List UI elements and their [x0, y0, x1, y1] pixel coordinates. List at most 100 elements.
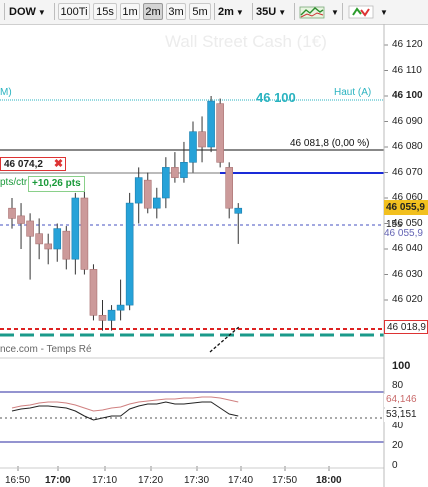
candle-body [44, 243, 53, 250]
candle-body [80, 197, 89, 270]
indicator-tick-label: 100 [392, 360, 411, 372]
chart-style-dropdown[interactable]: ▼ [328, 3, 339, 20]
candle-body [71, 197, 80, 260]
candle[interactable] [62, 226, 71, 270]
candle-body [98, 314, 107, 321]
symbol-dropdown[interactable]: DOW ▼ [8, 3, 48, 20]
candle[interactable] [44, 233, 53, 265]
chevron-down-icon: ▼ [235, 8, 244, 17]
candle[interactable] [53, 223, 62, 262]
candle[interactable] [134, 167, 143, 224]
indicator-button[interactable] [346, 3, 376, 20]
chart-style-button[interactable] [297, 3, 327, 20]
projection-line[interactable] [209, 325, 241, 353]
candle-body [53, 228, 62, 250]
symbol-label: DOW [9, 6, 36, 18]
candle[interactable] [225, 162, 233, 219]
candle-body [116, 304, 125, 311]
time-tick-label: 17:20 [138, 475, 164, 486]
indicator-dropdown[interactable]: ▼ [377, 3, 388, 20]
candle[interactable] [207, 96, 215, 153]
toolbar-grip [4, 3, 5, 20]
indicator-value-b: 53,151 [384, 409, 428, 422]
ticks-button[interactable]: 100Ti [58, 3, 90, 20]
candle-body [225, 167, 233, 209]
pts-per-contract: pts/ctr [0, 177, 28, 188]
candle-body [62, 230, 71, 260]
chevron-down-icon: ▼ [278, 8, 287, 17]
candle[interactable] [143, 172, 152, 214]
profit-points-badge: +10,26 pts [28, 176, 85, 192]
period-1m-button[interactable]: 1m [120, 3, 140, 20]
price-tick-label: 46 120 [392, 39, 423, 50]
candle-body [89, 269, 98, 316]
time-tick-label: 17:40 [228, 475, 254, 486]
candle[interactable] [17, 203, 25, 249]
data-source-label: nce.com - Temps Ré [0, 344, 94, 355]
candle[interactable] [116, 279, 125, 321]
candle-body [207, 100, 215, 148]
candle[interactable] [35, 218, 43, 260]
timeframe-dropdown[interactable]: 2m ▼ [217, 3, 251, 20]
current-price-sub: 46 055,9 [384, 228, 423, 239]
candle[interactable] [162, 157, 170, 209]
close-order-icon[interactable]: ✖ [53, 158, 64, 170]
period-3m-button[interactable]: 3m [166, 3, 186, 20]
candle[interactable] [153, 187, 161, 219]
toolbar-separator [214, 3, 215, 20]
period-2m-button[interactable]: 2m [143, 3, 163, 20]
price-tick-label: 46 080 [392, 141, 423, 152]
candles [8, 96, 243, 331]
indicator-line-a [11, 396, 239, 412]
candle-body [143, 179, 152, 209]
candle[interactable] [234, 203, 243, 244]
candle-countdown: 15s [386, 219, 403, 230]
indicator-tick-label: 20 [392, 440, 404, 451]
candle[interactable] [107, 305, 116, 331]
order-price-box[interactable]: 46 074,2 [0, 157, 66, 171]
time-tick-label: 18:00 [316, 475, 342, 486]
candle[interactable] [189, 121, 197, 173]
indicator-tick-label: 0 [392, 460, 398, 471]
price-tick-label: 46 070 [392, 166, 423, 178]
reference-line-label: 46 081,8 (0,00 %) [290, 138, 370, 149]
period-15s-button[interactable]: 15s [93, 3, 117, 20]
candle[interactable] [180, 141, 188, 183]
candle[interactable] [125, 192, 134, 311]
candle-body [234, 207, 243, 214]
candle[interactable] [198, 116, 206, 163]
time-tick-label: 17:10 [92, 475, 118, 486]
candle[interactable] [71, 192, 80, 275]
candlestick-style-icon [299, 6, 325, 19]
time-tick-label: 17:30 [184, 475, 210, 486]
price-tick-label: 46 090 [392, 115, 423, 127]
time-tick-label: 17:00 [45, 475, 71, 486]
bars-dropdown[interactable]: 35U ▼ [255, 3, 291, 20]
candle-body [26, 220, 34, 237]
toolbar-separator [342, 3, 343, 20]
candle-body [189, 131, 197, 163]
price-tick-label: 46 020 [392, 294, 423, 305]
candle-body [216, 103, 224, 163]
toolbar-separator [252, 3, 253, 20]
candle[interactable] [98, 300, 107, 331]
candle[interactable] [80, 187, 89, 275]
bars-label: 35U [256, 6, 277, 18]
low-price-badge: 46 018,9 [384, 320, 428, 334]
period-5m-button[interactable]: 5m [189, 3, 211, 20]
candle[interactable] [26, 213, 34, 280]
indicator-panel [0, 357, 384, 469]
price-tick-label: 46 100 [392, 90, 423, 101]
candle[interactable] [8, 198, 16, 229]
chart-toolbar: DOW ▼ 100Ti 15s 1m 2m 3m 5m 2m ▼ 35U ▼ ▼ ▼ [0, 0, 428, 25]
candle[interactable] [89, 264, 98, 321]
haut-level-label: Haut (A) [334, 87, 372, 98]
time-tick-label: 16:50 [5, 475, 31, 486]
indicator-tick-label: 80 [392, 380, 404, 391]
candle-body [134, 177, 143, 204]
candle[interactable] [171, 152, 179, 183]
candle[interactable] [216, 98, 224, 168]
current-price-badge: 46 055,9 [384, 200, 428, 215]
price-tick-label: 46 110 [392, 64, 422, 76]
